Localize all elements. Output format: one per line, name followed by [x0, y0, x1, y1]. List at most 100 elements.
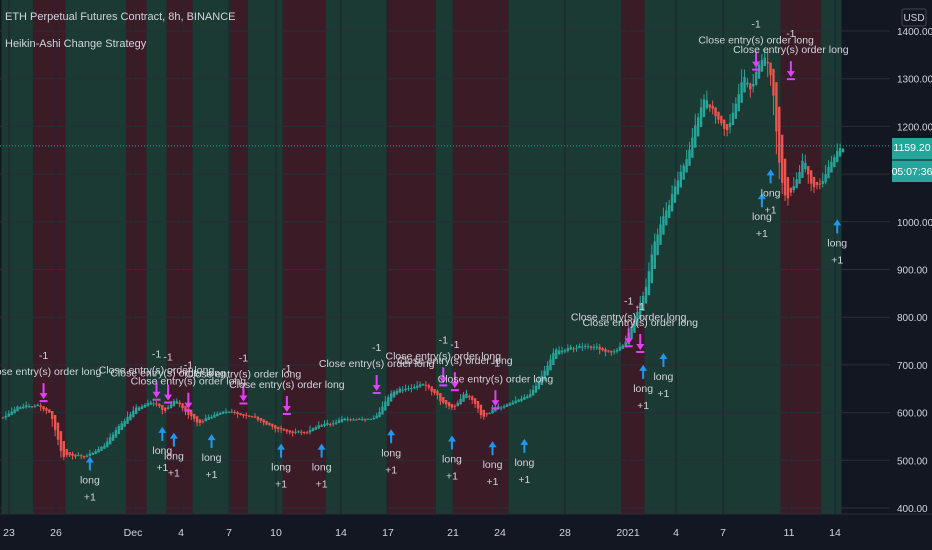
exit-signal: -1 Close entry(s) order long: [110, 352, 226, 404]
candle-body: [24, 405, 28, 408]
candle-body: [572, 348, 575, 350]
entry-signal-qty: +1: [487, 476, 499, 488]
candle-body: [65, 448, 68, 456]
exit-arrow-icon: [239, 395, 248, 402]
candle-body: [227, 412, 231, 414]
candle-body: [833, 157, 836, 168]
candle-body: [213, 414, 216, 418]
candle-body: [51, 410, 54, 420]
bg-zone-bear: [282, 0, 326, 514]
exit-signal-label: Close entry(s) order long: [319, 358, 435, 370]
entry-signal-label: long: [442, 453, 462, 465]
exit-signal-label: Close entry(s) order long: [0, 366, 101, 378]
candle-body: [195, 416, 199, 423]
candle-body: [520, 398, 523, 401]
bg-zone-bull: [325, 0, 387, 514]
entry-signal: long +1: [381, 429, 401, 476]
candle-body: [416, 385, 419, 388]
candle-body: [752, 84, 755, 87]
candle-body: [68, 452, 71, 456]
candle-body: [792, 186, 795, 191]
time-tick-label: Dec: [124, 527, 143, 539]
candle-body: [308, 430, 312, 433]
candle-body: [297, 431, 300, 433]
exit-signal-label: Close entry(s) order long: [99, 365, 215, 377]
bg-zone-bull: [644, 0, 781, 514]
candle-body: [132, 410, 135, 418]
candle-body: [711, 105, 714, 109]
entry-signal-qty: +1: [206, 469, 218, 481]
entry-signal-qty: +1: [275, 479, 287, 491]
candle-body: [824, 174, 827, 183]
candle-body: [650, 254, 654, 284]
candle-body: [494, 407, 497, 412]
candle-body: [152, 403, 155, 405]
exit-signal-qty: -1: [163, 352, 172, 364]
candle-body: [473, 398, 477, 404]
candle-body: [323, 423, 326, 426]
candle-body: [166, 407, 170, 410]
time-axis[interactable]: 23 26 Dec 4 7 10 14 17 21 24 28 2021 4 7 11 14: [0, 513, 932, 550]
candle-body: [546, 365, 549, 376]
exit-signal-qty: -1: [786, 28, 795, 40]
candle-body: [204, 418, 207, 422]
exit-signal-label: Close entry(s) order long: [733, 44, 849, 56]
exit-signal-label: Close entry(s) order long: [698, 35, 814, 47]
candle-body: [809, 170, 813, 184]
candle-body: [27, 406, 31, 408]
indicator-title[interactable]: Heikin-Ashi Change Strategy: [5, 38, 147, 50]
time-tick-label: 14: [829, 527, 841, 539]
candle-body: [389, 393, 393, 402]
exit-signal-label: Close entry(s) order long: [110, 368, 226, 380]
candle-body: [114, 430, 118, 438]
candle-body: [818, 183, 822, 185]
price-tick-label: 1000.00: [897, 218, 932, 229]
price-axis[interactable]: 400.00 500.00 600.00 700.00 800.00 900.00 1000…: [890, 0, 932, 515]
candle-body: [665, 210, 668, 226]
candle-body: [346, 419, 349, 421]
candle-body: [560, 350, 564, 353]
symbol-title[interactable]: ETH Perpetual Futures Contract, 8h, BINA…: [5, 11, 235, 23]
candle-body: [505, 404, 509, 407]
entry-arrow-icon: [317, 443, 326, 450]
entry-arrow-icon: [488, 441, 497, 448]
candle-body: [135, 407, 138, 415]
candle-body: [274, 425, 277, 429]
candle-body: [827, 166, 830, 179]
candle-body: [694, 125, 697, 148]
candle-body: [88, 453, 92, 457]
candle-body: [36, 404, 39, 407]
candle-body: [149, 402, 152, 405]
candle-body: [181, 403, 184, 409]
candle-body: [207, 417, 210, 420]
entry-signal-qty: +1: [637, 400, 649, 412]
candle-body: [447, 402, 451, 407]
candle-body: [760, 60, 764, 72]
candle-body: [757, 64, 761, 79]
candle-body: [783, 158, 787, 196]
entry-arrow-icon: [387, 429, 396, 436]
candle-body: [146, 403, 150, 407]
strategy-background-zones: [1, 0, 842, 514]
currency-button[interactable]: USD: [901, 8, 927, 27]
candle-body: [1, 417, 5, 419]
candle-body: [778, 106, 781, 163]
candle-body: [456, 402, 459, 407]
price-axis-bg: [890, 0, 932, 514]
candle-body: [682, 165, 685, 180]
entry-signal: long +1: [827, 219, 847, 266]
candle-body: [673, 186, 677, 203]
candle-body: [94, 451, 97, 454]
exit-signal-qty: -1: [239, 353, 248, 365]
entry-arrow-icon: [207, 434, 216, 441]
price-tick-label: 800.00: [897, 313, 928, 324]
candle-body: [639, 302, 642, 319]
candle-body: [746, 82, 749, 85]
entry-signal: long +1: [653, 352, 673, 400]
candle-body: [459, 398, 462, 405]
entry-signal-label: long: [312, 462, 332, 474]
candle-body: [326, 423, 329, 425]
candle-body: [563, 350, 567, 352]
